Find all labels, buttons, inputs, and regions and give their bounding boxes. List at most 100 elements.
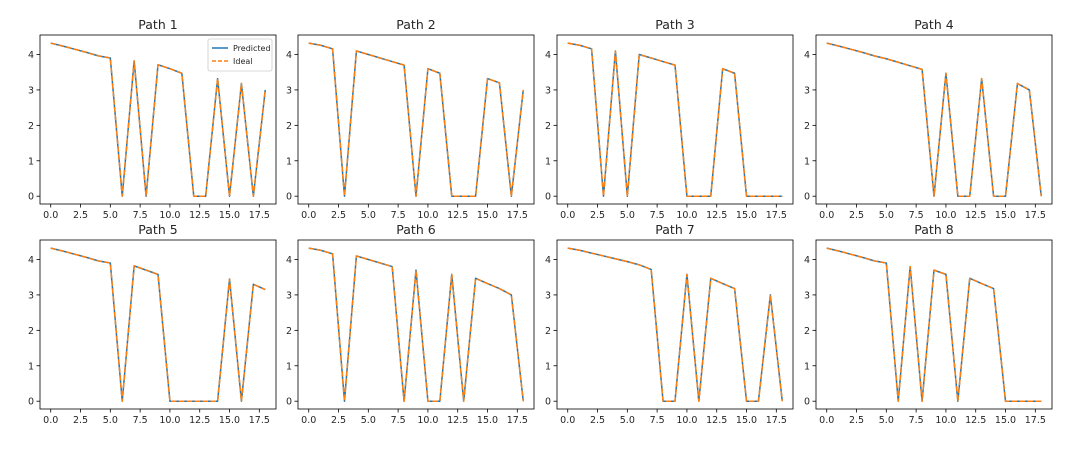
subplot-title: Path 1 — [138, 17, 177, 32]
y-tick-label: 4 — [545, 50, 551, 61]
axes-frame — [556, 239, 794, 410]
subplot-4: Path 4 0.0 2.5 5.0 7.5 10.0 12.5 15.0 17.5 0 1 2 3 4 — [804, 17, 1053, 221]
x-tick-label: 10.0 — [676, 415, 697, 426]
y-tick-label: 3 — [28, 290, 34, 301]
x-tick-label: 17.5 — [766, 415, 787, 426]
x-tick-label: 7.5 — [650, 415, 665, 426]
x-tick-label: 5.0 — [361, 210, 376, 221]
y-tick-label: 2 — [28, 326, 34, 337]
y-tick-label: 2 — [286, 121, 292, 132]
y-tick-label: 4 — [28, 255, 34, 266]
x-tick-label: 0.0 — [43, 415, 58, 426]
x-tick-label: 10.0 — [935, 415, 956, 426]
x-tick-label: 7.5 — [133, 415, 148, 426]
x-tick-label: 5.0 — [620, 415, 635, 426]
y-tick-label: 2 — [28, 121, 34, 132]
x-tick-label: 15.0 — [477, 415, 498, 426]
y-tick-label: 3 — [286, 85, 292, 96]
subplot-1: Path 1 0.0 2.5 5.0 7.5 10.0 12.5 15.0 17.5 0 1 2 3 4 P… — [28, 17, 277, 221]
x-tick-label: 7.5 — [909, 415, 924, 426]
ideal-series-line — [826, 42, 1043, 197]
x-tick-label: 2.5 — [73, 210, 88, 221]
y-tick-label: 0 — [545, 192, 551, 203]
x-tick-label: 2.5 — [331, 210, 346, 221]
y-tick-label: 1 — [545, 156, 551, 167]
y-tick-label: 2 — [804, 121, 810, 132]
axes-frame — [556, 34, 794, 205]
x-tick-label: 15.0 — [477, 210, 498, 221]
y-tick-label: 1 — [804, 156, 810, 167]
x-tick-label: 12.5 — [189, 210, 210, 221]
axes-frame — [39, 239, 277, 410]
predicted-series-line — [50, 247, 266, 402]
x-tick-label: 15.0 — [736, 210, 757, 221]
x-tick-label: 5.0 — [879, 415, 894, 426]
subplot-title: Path 5 — [138, 222, 177, 237]
subplot-8: Path 8 0.0 2.5 5.0 7.5 10.0 12.5 15.0 17.5 0 1 2 3 4 — [804, 222, 1053, 426]
subplot-5: Path 5 0.0 2.5 5.0 7.5 10.0 12.5 15.0 17.5 0 1 2 3 4 — [28, 222, 277, 426]
subplot-title: Path 7 — [655, 222, 694, 237]
y-tick-label: 3 — [545, 85, 551, 96]
x-tick-label: 2.5 — [331, 415, 346, 426]
y-tick-label: 3 — [545, 290, 551, 301]
x-tick-label: 0.0 — [301, 415, 316, 426]
axes-frame — [297, 239, 535, 410]
y-tick-label: 4 — [804, 255, 810, 266]
x-tick-label: 17.5 — [249, 210, 270, 221]
x-tick-label: 12.5 — [189, 415, 210, 426]
y-tick-label: 2 — [545, 326, 551, 337]
x-tick-label: 15.0 — [219, 210, 240, 221]
x-tick-label: 0.0 — [43, 210, 58, 221]
x-tick-label: 7.5 — [133, 210, 148, 221]
axes-frame — [39, 34, 277, 205]
x-tick-label: 7.5 — [909, 210, 924, 221]
y-tick-label: 1 — [286, 361, 292, 372]
ideal-series-line — [567, 247, 784, 402]
legend-label: Ideal — [233, 57, 252, 66]
x-tick-label: 15.0 — [995, 415, 1016, 426]
x-tick-label: 10.0 — [159, 415, 180, 426]
ideal-series-line — [308, 247, 525, 402]
x-tick-label: 17.5 — [1025, 415, 1046, 426]
subplot-7: Path 7 0.0 2.5 5.0 7.5 10.0 12.5 15.0 17.5 0 1 2 3 4 — [545, 222, 794, 426]
axes-frame — [297, 34, 535, 205]
legend: Predicted Ideal — [207, 38, 273, 72]
x-tick-label: 10.0 — [417, 210, 438, 221]
x-tick-label: 0.0 — [819, 415, 834, 426]
x-tick-label: 10.0 — [935, 210, 956, 221]
x-tick-label: 0.0 — [560, 210, 575, 221]
y-tick-label: 2 — [545, 121, 551, 132]
x-tick-label: 10.0 — [159, 210, 180, 221]
x-tick-label: 12.5 — [447, 210, 468, 221]
predicted-series-line — [308, 42, 525, 197]
legend-box — [207, 38, 273, 72]
subplot-2: Path 2 0.0 2.5 5.0 7.5 10.0 12.5 15.0 17.5 0 1 2 3 4 — [286, 17, 535, 221]
y-tick-label: 4 — [286, 255, 292, 266]
y-tick-label: 2 — [286, 326, 292, 337]
x-tick-label: 2.5 — [590, 210, 605, 221]
predicted-series-line — [826, 42, 1043, 197]
x-tick-label: 2.5 — [590, 415, 605, 426]
y-tick-label: 1 — [545, 361, 551, 372]
x-tick-label: 17.5 — [249, 415, 270, 426]
x-tick-label: 2.5 — [849, 415, 864, 426]
ideal-series-line — [308, 42, 525, 197]
x-tick-label: 7.5 — [650, 210, 665, 221]
x-tick-label: 12.5 — [447, 415, 468, 426]
y-tick-label: 4 — [286, 50, 292, 61]
x-tick-label: 17.5 — [766, 210, 787, 221]
x-tick-label: 5.0 — [103, 210, 118, 221]
x-tick-label: 5.0 — [361, 415, 376, 426]
y-tick-label: 3 — [804, 85, 810, 96]
y-tick-label: 0 — [286, 192, 292, 203]
x-tick-label: 12.5 — [965, 210, 986, 221]
y-tick-label: 0 — [286, 397, 292, 408]
x-tick-label: 12.5 — [965, 415, 986, 426]
x-tick-label: 5.0 — [103, 415, 118, 426]
subplot-title: Path 3 — [655, 17, 694, 32]
x-tick-label: 2.5 — [849, 210, 864, 221]
ideal-series-line — [567, 42, 783, 197]
x-tick-label: 17.5 — [507, 415, 528, 426]
ideal-series-line — [50, 42, 267, 197]
